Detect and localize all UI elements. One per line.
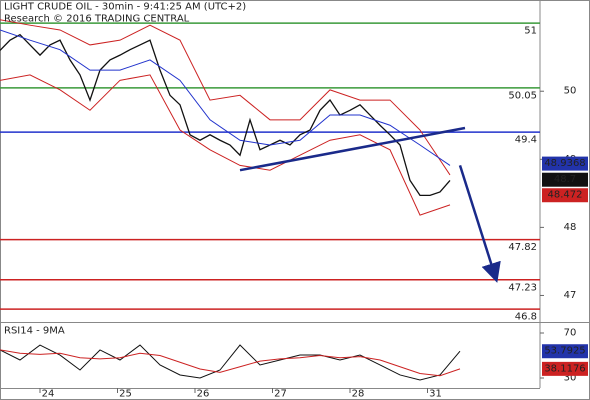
- level-label: 46.8: [515, 312, 537, 323]
- price-label: 53.7925: [544, 346, 585, 357]
- x-tick-label: 27: [274, 389, 287, 400]
- trendline: [239, 126, 466, 172]
- series-line: [0, 344, 461, 381]
- price-label-box: [542, 156, 588, 171]
- y-tick-label: 70: [564, 328, 577, 339]
- y-tick-label: 48: [564, 222, 577, 233]
- chart-subtitle: Research © 2016 TRADING CENTRAL: [4, 14, 190, 25]
- level-label: 51: [524, 26, 537, 37]
- level-label: 50.05: [508, 90, 537, 101]
- level-label: 47.82: [508, 242, 537, 253]
- price-label-box: [542, 361, 588, 376]
- x-tick-label: 28: [352, 389, 365, 400]
- series-line: [0, 19, 451, 176]
- x-tick-label: 31: [429, 389, 442, 400]
- series-line: [0, 29, 451, 166]
- price-label: 48.9368: [544, 158, 585, 169]
- series-line: [0, 74, 451, 216]
- y-tick-label: 30: [564, 372, 577, 383]
- price-label-box: [542, 344, 588, 359]
- x-tick-label: 24: [42, 389, 55, 400]
- price-label-box: [542, 172, 588, 187]
- arrow: [458, 165, 501, 283]
- price-panel: [0, 19, 540, 310]
- series-line: [0, 349, 461, 377]
- x-tick-label: 25: [119, 389, 132, 400]
- price-label-box: [542, 188, 588, 203]
- axes: 474849505150.0549.447.8247.2346.848.9368…: [39, 26, 588, 400]
- rsi-panel: [0, 344, 461, 381]
- price-label: 48.7: [554, 174, 576, 185]
- level-label: 47.23: [508, 282, 537, 293]
- price-label: 48.472: [548, 190, 583, 201]
- y-tick-label: 47: [564, 290, 577, 301]
- rsi-title: RSI14 - 9MA: [4, 326, 65, 337]
- chart-title: LIGHT CRUDE OIL - 30min - 9:41:25 AM (UT…: [4, 2, 246, 13]
- level-label: 49.4: [515, 135, 537, 146]
- series-line: [0, 33, 451, 197]
- x-tick-label: 26: [197, 389, 210, 400]
- price-label: 38.1176: [544, 363, 585, 374]
- y-tick-label: 50: [564, 86, 577, 97]
